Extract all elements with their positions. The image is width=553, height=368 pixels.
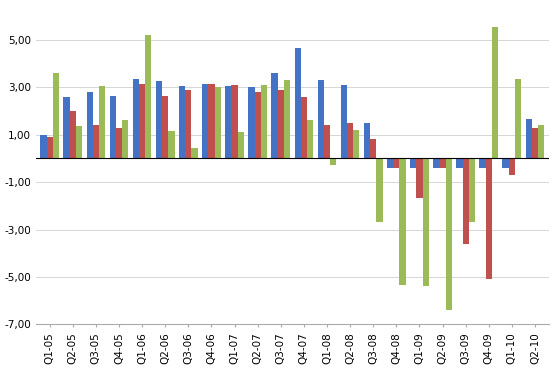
Bar (317, 80, 324, 158)
Bar (168, 131, 175, 158)
Bar (324, 125, 330, 158)
Bar (261, 85, 267, 158)
Bar (53, 73, 59, 158)
Bar (40, 135, 46, 158)
Bar (330, 158, 336, 166)
Bar (370, 139, 376, 158)
Bar (202, 84, 208, 158)
Bar (456, 158, 462, 168)
Bar (139, 84, 145, 158)
Bar (341, 85, 347, 158)
Bar (191, 148, 197, 158)
Bar (509, 158, 515, 175)
Bar (133, 79, 139, 158)
Bar (301, 97, 307, 158)
Bar (238, 132, 244, 158)
Bar (469, 158, 475, 222)
Bar (538, 125, 544, 158)
Bar (532, 128, 538, 158)
Bar (86, 92, 93, 158)
Bar (387, 158, 393, 168)
Bar (93, 125, 99, 158)
Bar (364, 123, 370, 158)
Bar (272, 73, 278, 158)
Bar (307, 120, 313, 158)
Bar (446, 158, 452, 310)
Bar (492, 27, 498, 158)
Bar (185, 89, 191, 158)
Bar (109, 96, 116, 158)
Bar (145, 35, 152, 158)
Bar (208, 84, 215, 158)
Bar (433, 158, 440, 168)
Bar (525, 119, 532, 158)
Bar (353, 130, 359, 158)
Bar (254, 92, 261, 158)
Bar (440, 158, 446, 168)
Bar (248, 87, 254, 158)
Bar (179, 86, 185, 158)
Bar (225, 86, 231, 158)
Bar (162, 96, 168, 158)
Bar (284, 80, 290, 158)
Bar (215, 87, 221, 158)
Bar (64, 97, 70, 158)
Bar (416, 158, 422, 198)
Bar (422, 158, 429, 286)
Bar (70, 111, 76, 158)
Bar (399, 158, 406, 285)
Bar (99, 86, 105, 158)
Bar (503, 158, 509, 168)
Bar (515, 79, 521, 158)
Bar (76, 126, 82, 158)
Bar (393, 158, 399, 168)
Bar (486, 158, 492, 279)
Bar (410, 158, 416, 168)
Bar (479, 158, 486, 168)
Bar (116, 128, 122, 158)
Bar (347, 123, 353, 158)
Bar (156, 81, 162, 158)
Bar (376, 158, 383, 222)
Bar (295, 48, 301, 158)
Bar (122, 120, 128, 158)
Bar (278, 89, 284, 158)
Bar (46, 137, 53, 158)
Bar (231, 85, 238, 158)
Bar (462, 158, 469, 244)
